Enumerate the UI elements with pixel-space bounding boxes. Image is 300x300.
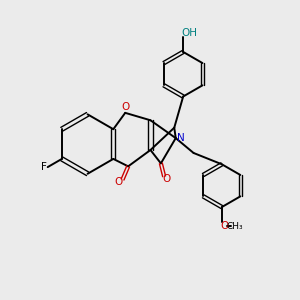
Text: N: N (177, 133, 185, 142)
Text: F: F (41, 162, 47, 172)
Text: O: O (121, 103, 129, 112)
Text: OH: OH (181, 28, 197, 38)
Text: O: O (162, 174, 170, 184)
Text: O: O (220, 221, 228, 231)
Text: O: O (115, 177, 123, 188)
Text: CH₃: CH₃ (227, 222, 244, 231)
